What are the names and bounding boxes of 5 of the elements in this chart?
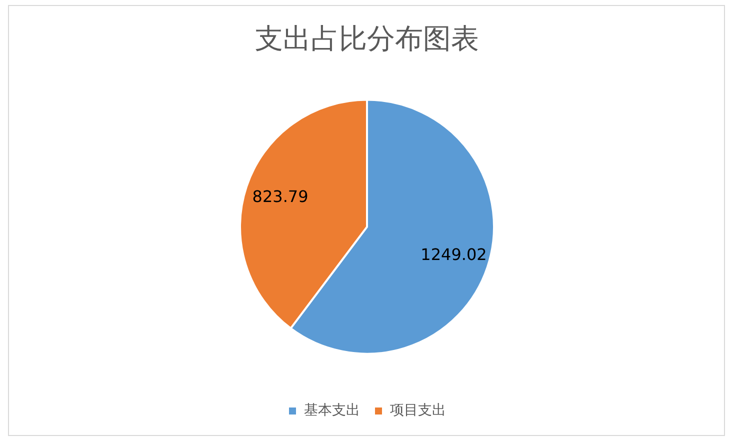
- data-label: 1249.02: [420, 244, 487, 264]
- data-label: 823.79: [252, 187, 308, 206]
- chart-title: 支出占比分布图表: [255, 22, 479, 56]
- legend-label: 基本支出: [304, 402, 360, 419]
- legend-label: 项目支出: [390, 402, 446, 419]
